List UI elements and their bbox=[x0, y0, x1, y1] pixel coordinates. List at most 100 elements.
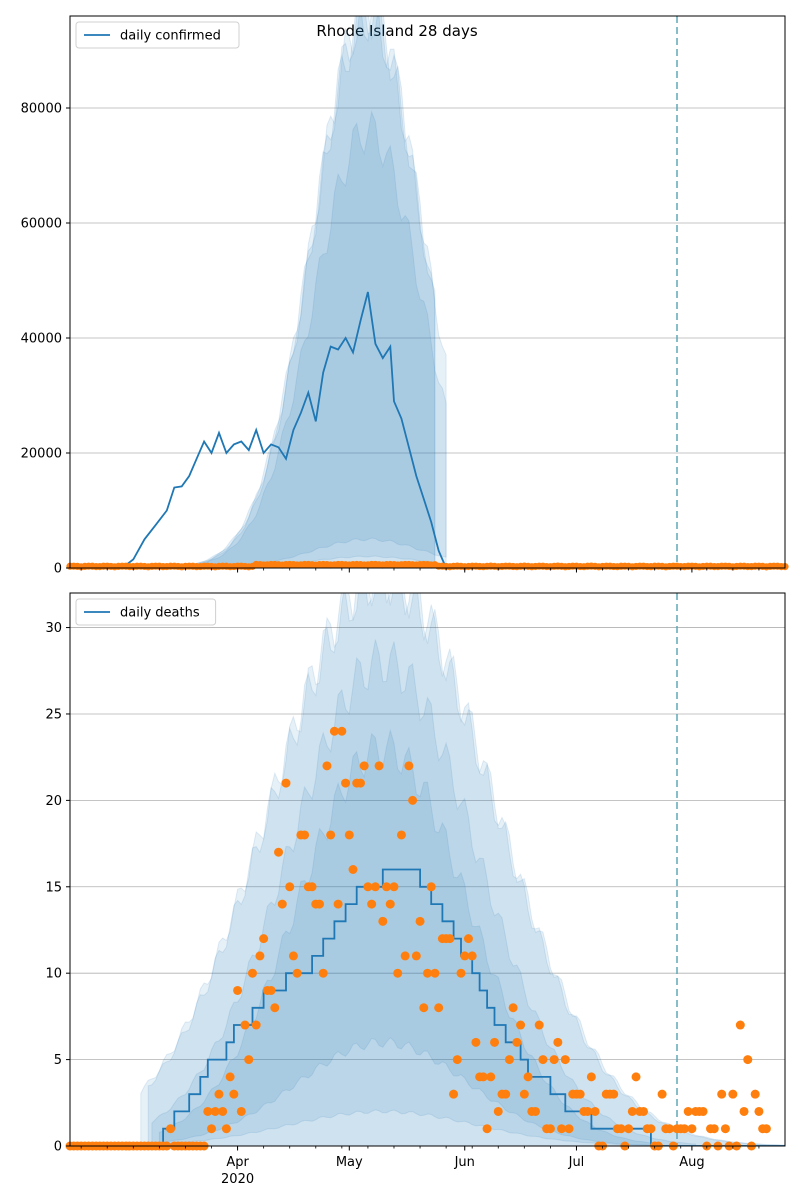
observed-point bbox=[236, 1106, 246, 1116]
observed-point bbox=[225, 1072, 235, 1082]
y-tick-label: 0 bbox=[54, 562, 62, 577]
observed-point bbox=[679, 1124, 689, 1134]
observed-point bbox=[471, 1037, 481, 1047]
observed-point bbox=[609, 1089, 619, 1099]
observed-point bbox=[575, 1089, 585, 1099]
observed-point bbox=[229, 1089, 239, 1099]
y-tick-label: 10 bbox=[45, 967, 62, 982]
observed-point bbox=[560, 1055, 570, 1065]
observed-point bbox=[281, 778, 291, 788]
observed-point bbox=[657, 1089, 667, 1099]
observed-point bbox=[627, 1106, 637, 1116]
observed-point bbox=[355, 778, 365, 788]
observed-point bbox=[255, 951, 265, 961]
observed-point bbox=[519, 1089, 529, 1099]
observed-point bbox=[482, 1124, 492, 1134]
observed-point bbox=[382, 882, 392, 892]
observed-point bbox=[720, 1124, 730, 1134]
observed-point bbox=[523, 1072, 533, 1082]
observed-point bbox=[728, 1089, 738, 1099]
observed-point bbox=[396, 830, 406, 840]
observed-point bbox=[534, 1020, 544, 1030]
observed-point bbox=[665, 1124, 675, 1134]
observed-point bbox=[553, 1037, 563, 1047]
observed-point bbox=[735, 1020, 745, 1030]
observed-point bbox=[490, 1037, 500, 1047]
observed-point bbox=[385, 899, 395, 909]
y-tick-label: 5 bbox=[54, 1053, 62, 1068]
y-tick-label: 0 bbox=[54, 1140, 62, 1155]
plot-area bbox=[118, 16, 447, 568]
uncertainty-band-middle-outer bbox=[122, 16, 436, 568]
confirmed-panel: 0 20000 40000 60000 80000 daily confirmed bbox=[21, 15, 789, 577]
observed-point bbox=[404, 761, 414, 771]
observed-point bbox=[207, 1124, 217, 1134]
uncertainty-band-middle-outer bbox=[147, 593, 785, 1146]
observed-point bbox=[467, 951, 477, 961]
observed-point bbox=[367, 899, 377, 909]
observed-point bbox=[564, 1124, 574, 1134]
legend-box bbox=[75, 21, 240, 49]
observed-point bbox=[270, 1003, 280, 1013]
observed-point bbox=[419, 1003, 429, 1013]
plot-frame bbox=[69, 15, 786, 569]
observed-point bbox=[415, 916, 425, 926]
observed-point bbox=[698, 1106, 708, 1116]
observed-point bbox=[516, 1020, 526, 1030]
observed-point bbox=[449, 1089, 459, 1099]
y-tick-label: 80000 bbox=[21, 102, 62, 117]
observed-point bbox=[586, 1072, 596, 1082]
uncertainty-band-outer bbox=[140, 593, 785, 1146]
observed-point bbox=[709, 1124, 719, 1134]
observed-point bbox=[344, 830, 354, 840]
x-tick-sublabel: 2020 bbox=[221, 1172, 254, 1187]
observed-point bbox=[166, 1124, 176, 1134]
observed-point bbox=[638, 1106, 648, 1116]
observed-point bbox=[411, 951, 421, 961]
observed-point bbox=[370, 882, 380, 892]
legend-label: daily confirmed bbox=[120, 29, 221, 44]
observed-point bbox=[687, 1124, 697, 1134]
observed-point bbox=[456, 968, 466, 978]
observed-point bbox=[512, 1037, 522, 1047]
series-line bbox=[121, 291, 447, 568]
observed-point bbox=[307, 882, 317, 892]
observed-point bbox=[739, 1106, 749, 1116]
legend: daily confirmed bbox=[75, 21, 240, 49]
observed-point bbox=[274, 847, 284, 857]
observed-point bbox=[493, 1106, 503, 1116]
observed-point bbox=[530, 1106, 540, 1116]
observed-point bbox=[233, 985, 243, 995]
observed-point bbox=[557, 1124, 567, 1134]
observed-point bbox=[203, 1106, 213, 1116]
observed-point bbox=[337, 726, 347, 736]
observed-point bbox=[624, 1124, 634, 1134]
plot-frame bbox=[69, 592, 786, 1147]
observed-point bbox=[378, 916, 388, 926]
observed-point bbox=[247, 968, 257, 978]
observed-point bbox=[240, 1020, 250, 1030]
y-tick-label: 25 bbox=[45, 707, 62, 722]
observed-point bbox=[363, 882, 373, 892]
observed-point bbox=[423, 968, 432, 978]
observed-point bbox=[266, 985, 276, 995]
deaths-panel: 0 5 10 15 20 25 30 Apr 2020 May Jun Jul Aug daily dea… bbox=[45, 592, 786, 1187]
observed-point bbox=[400, 951, 410, 961]
observed-point bbox=[218, 1106, 228, 1116]
observed-point bbox=[292, 968, 302, 978]
observed-point bbox=[389, 882, 399, 892]
observed-point bbox=[501, 1089, 511, 1099]
observed-point bbox=[326, 830, 336, 840]
observed-point bbox=[408, 795, 418, 805]
observed-point bbox=[683, 1106, 693, 1116]
observed-point bbox=[214, 1089, 224, 1099]
observed-point bbox=[478, 1072, 488, 1082]
legend-label: daily deaths bbox=[120, 606, 200, 621]
observed-point bbox=[646, 1124, 656, 1134]
observed-point bbox=[318, 968, 328, 978]
y-tick-label: 30 bbox=[45, 621, 62, 636]
observed-point bbox=[761, 1124, 771, 1134]
legend-box bbox=[75, 598, 217, 626]
observed-point bbox=[452, 1055, 462, 1065]
